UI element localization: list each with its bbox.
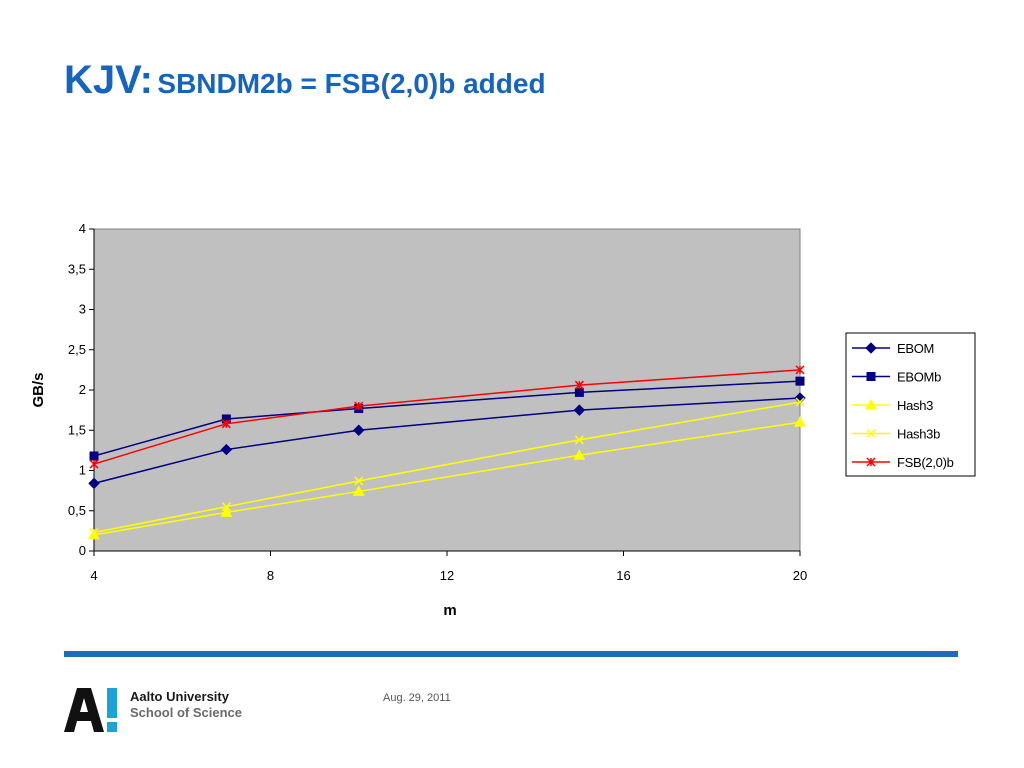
y-tick-label: 0,5 <box>68 503 86 518</box>
legend-entry: FSB(2,0)b <box>852 455 954 470</box>
data-point <box>352 485 365 496</box>
x-tick-label: 16 <box>616 568 630 583</box>
school-name: School of Science <box>130 705 242 720</box>
legend-marker <box>865 342 877 354</box>
slide-title: KJV: SBNDM2b = FSB(2,0)b added <box>64 58 546 103</box>
series-ebom <box>88 392 806 490</box>
plot-background <box>93 228 801 552</box>
logo-text: Aalto University School of Science <box>130 689 242 721</box>
data-point <box>89 527 99 538</box>
legend-label: FSB(2,0)b <box>897 455 954 470</box>
data-point <box>794 416 806 427</box>
legend-entry: Hash3 <box>852 398 933 413</box>
x-tick-label: 12 <box>440 568 454 583</box>
title-main: KJV: <box>64 58 153 102</box>
x-tick-label: 4 <box>90 568 97 583</box>
university-name: Aalto University <box>130 689 229 704</box>
y-tick-label: 1 <box>79 463 86 478</box>
aalto-logo-icon <box>64 688 117 732</box>
legend-entry: EBOM <box>852 341 934 356</box>
data-point <box>795 365 805 375</box>
y-tick-label: 0 <box>79 543 86 558</box>
data-point <box>221 419 231 429</box>
data-point <box>574 380 584 390</box>
line-chart: 0 0,5 1 1,5 2 2,5 3 3,5 4 4 8 12 16 20 m GB/s EBOM EBOMb… <box>30 221 976 619</box>
legend-label: Hash3 <box>897 398 933 413</box>
data-point <box>354 401 364 411</box>
data-point <box>220 443 233 456</box>
legend-entry: EBOMb <box>852 370 941 385</box>
data-point <box>795 376 805 386</box>
data-point <box>353 424 365 436</box>
x-axis-title: m <box>443 602 456 619</box>
legend-label: EBOM <box>897 341 934 356</box>
legend-entry: Hash3b <box>852 427 940 442</box>
legend-label: Hash3b <box>897 427 940 442</box>
data-point <box>354 476 364 486</box>
plot-area <box>93 228 801 552</box>
legend-marker <box>866 428 876 439</box>
y-axis-title: GB/s <box>30 372 47 407</box>
series-hash3b <box>89 397 805 538</box>
legend: EBOM EBOMb Hash3 Hash3b FSB(2,0)b <box>845 332 976 477</box>
y-tick-label: 4 <box>79 221 86 236</box>
legend-marker <box>866 372 876 381</box>
legend-marker <box>866 457 876 467</box>
y-tick-label: 3,5 <box>68 261 86 276</box>
series-fsb-2-0-b <box>89 365 805 469</box>
x-tick-label: 8 <box>267 568 274 583</box>
y-tick-label: 2,5 <box>68 342 86 357</box>
legend-marker <box>865 398 877 410</box>
series-hash3 <box>88 416 806 540</box>
slide-date: Aug. 29, 2011 <box>383 692 451 704</box>
y-tick-label: 2 <box>79 382 86 397</box>
data-point <box>220 506 233 517</box>
data-point <box>221 502 231 512</box>
data-point <box>573 449 586 460</box>
data-point <box>574 435 584 445</box>
y-tick-label: 1,5 <box>68 422 86 437</box>
x-tick-label: 20 <box>793 568 807 583</box>
y-tick-label: 3 <box>79 302 86 317</box>
data-point <box>89 451 99 461</box>
data-point <box>89 459 99 469</box>
axes: 0 0,5 1 1,5 2 2,5 3 3,5 4 4 8 12 16 20 m GB/s <box>30 221 807 619</box>
legend-label: EBOMb <box>897 370 941 385</box>
data-point <box>88 477 100 490</box>
series-group <box>88 365 806 540</box>
data-point <box>795 397 805 407</box>
title-subtitle: SBNDM2b = FSB(2,0)b added <box>157 68 546 99</box>
data-point <box>573 404 586 416</box>
footer-rule <box>64 651 958 657</box>
data-point <box>574 387 584 397</box>
